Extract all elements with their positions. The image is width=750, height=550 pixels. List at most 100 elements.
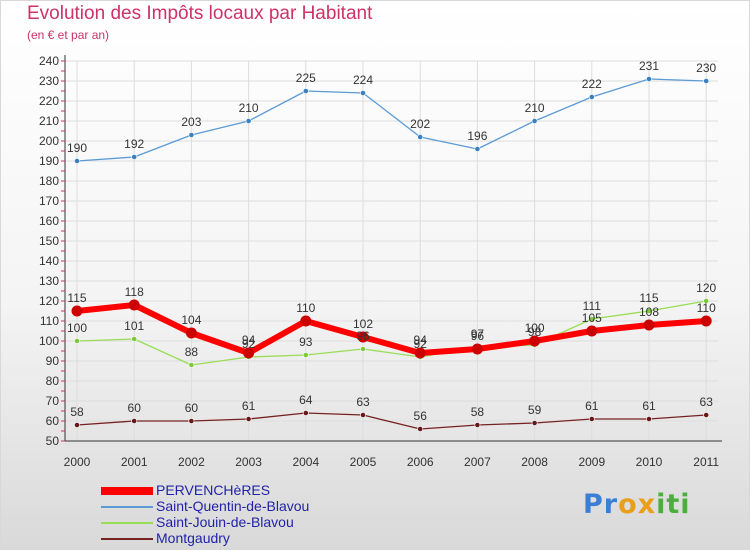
legend-swatch-saint-jouin-de-blavou [101, 522, 153, 524]
axes [61, 55, 722, 442]
data-point-montgaudry [188, 418, 195, 424]
data-point-montgaudry [531, 420, 538, 426]
legend-label-saint-quentin-de-blavou: Saint-Quentin-de-Blavou [156, 498, 310, 514]
data-label-montgaudry: 58 [70, 405, 84, 419]
y-tick-label: 70 [46, 394, 60, 408]
logo-letter: i [680, 489, 691, 520]
data-label-montgaudry: 56 [414, 409, 428, 423]
y-tick-label: 90 [46, 354, 60, 368]
data-point-saint-quentin-de-blavou [302, 88, 309, 94]
data-label-montgaudry: 60 [128, 401, 142, 415]
x-tick-label: 2001 [121, 455, 148, 469]
series-lines [71, 76, 712, 432]
chart-title: Evolution des Impôts locaux par Habitant [27, 3, 373, 24]
data-point-pervencheres [529, 335, 541, 347]
x-tick-label: 2008 [521, 455, 548, 469]
data-point-pervencheres [414, 347, 426, 359]
data-label-saint-quentin-de-blavou: 196 [467, 129, 487, 143]
data-label-saint-quentin-de-blavou: 225 [296, 71, 316, 85]
legend-swatch-pervencheres [101, 487, 153, 495]
data-label-saint-jouin-de-blavou: 115 [639, 291, 658, 305]
data-label-saint-jouin-de-blavou: 97 [471, 327, 485, 341]
data-point-saint-quentin-de-blavou [474, 146, 481, 152]
data-label-saint-jouin-de-blavou: 101 [124, 319, 144, 333]
data-point-pervencheres [185, 327, 197, 339]
data-point-saint-jouin-de-blavou [588, 316, 595, 322]
data-label-pervencheres: 105 [582, 311, 602, 325]
legend-label-pervencheres: PERVENCHèRES [156, 482, 271, 498]
data-label-saint-jouin-de-blavou: 92 [414, 337, 428, 351]
data-point-saint-jouin-de-blavou [188, 362, 195, 368]
data-label-montgaudry: 60 [185, 401, 199, 415]
x-tick-label: 2006 [407, 455, 434, 469]
data-label-saint-jouin-de-blavou: 93 [299, 335, 313, 349]
data-label-saint-quentin-de-blavou: 210 [239, 101, 259, 115]
data-point-saint-jouin-de-blavou [74, 338, 80, 344]
data-point-pervencheres [586, 325, 598, 337]
data-point-montgaudry [360, 412, 366, 418]
data-label-montgaudry: 58 [471, 405, 485, 419]
data-label-saint-jouin-de-blavou: 92 [242, 337, 256, 351]
data-label-pervencheres: 110 [296, 301, 315, 315]
data-label-pervencheres: 108 [639, 305, 659, 319]
data-label-saint-quentin-de-blavou: 224 [353, 73, 373, 87]
data-label-pervencheres: 96 [471, 329, 485, 343]
series-line-saint-quentin-de-blavou [76, 78, 707, 162]
x-tick-label: 2011 [693, 455, 719, 469]
data-point-montgaudry [646, 416, 652, 422]
data-label-saint-quentin-de-blavou: 230 [696, 61, 716, 75]
data-point-pervencheres [700, 315, 712, 327]
y-tick-label: 220 [39, 94, 59, 108]
y-tick-label: 190 [39, 154, 59, 168]
data-point-saint-quentin-de-blavou [646, 76, 652, 82]
data-point-pervencheres [643, 319, 655, 331]
x-tick-label: 2007 [464, 455, 491, 469]
data-point-montgaudry [302, 410, 309, 416]
legend-label-saint-jouin-de-blavou: Saint-Jouin-de-Blavou [156, 514, 294, 530]
data-point-pervencheres [128, 299, 140, 311]
data-point-saint-jouin-de-blavou [646, 308, 652, 314]
data-label-pervencheres: 94 [414, 333, 428, 347]
data-label-montgaudry: 61 [642, 399, 656, 413]
data-label-pervencheres: 118 [125, 285, 144, 299]
x-tick-label: 2004 [292, 455, 319, 469]
data-point-montgaudry [703, 412, 710, 418]
data-point-montgaudry [417, 426, 424, 432]
y-tick-label: 180 [39, 174, 59, 188]
y-tick-label: 120 [39, 294, 59, 308]
y-tick-label: 230 [39, 74, 59, 88]
legend-label-montgaudry: Montgaudry [156, 530, 230, 546]
data-label-montgaudry: 61 [585, 399, 599, 413]
series-line-montgaudry [76, 412, 707, 430]
data-point-saint-jouin-de-blavou [360, 346, 366, 352]
data-point-saint-quentin-de-blavou [74, 158, 80, 164]
data-label-montgaudry: 64 [299, 393, 313, 407]
data-label-saint-jouin-de-blavou: 120 [696, 281, 716, 295]
chart-subtitle: (en € et par an) [27, 28, 110, 42]
data-point-saint-jouin-de-blavou [302, 352, 309, 358]
y-tick-label: 50 [46, 434, 60, 448]
data-label-saint-quentin-de-blavou: 210 [525, 101, 545, 115]
y-tick-label: 80 [46, 374, 60, 388]
data-label-montgaudry: 63 [356, 395, 370, 409]
x-axis-ticks: 2000 2001 2002 2003 2004 2005 2006 2007 2008 2009… [64, 455, 720, 469]
logo-letter: o [618, 489, 638, 520]
data-point-saint-jouin-de-blavou [131, 336, 138, 342]
data-point-montgaudry [474, 422, 481, 428]
data-label-saint-quentin-de-blavou: 222 [582, 77, 602, 91]
y-tick-label: 110 [40, 314, 59, 328]
logo-letter: x [637, 489, 657, 520]
data-point-pervencheres [471, 343, 483, 355]
data-point-saint-quentin-de-blavou [360, 90, 366, 96]
y-axis-ticks: 50 60 70 80 90 100 110 120 130 140 150 160 170 180 190… [39, 54, 59, 448]
x-tick-label: 2009 [578, 455, 605, 469]
data-point-saint-jouin-de-blavou [703, 298, 710, 304]
data-label-saint-jouin-de-blavou: 96 [356, 329, 370, 343]
data-point-saint-quentin-de-blavou [417, 134, 424, 140]
y-tick-label: 240 [39, 54, 59, 68]
series-line-saint-jouin-de-blavou [76, 300, 707, 366]
legend-swatch-saint-quentin-de-blavou [101, 506, 153, 508]
data-point-pervencheres [243, 347, 255, 359]
